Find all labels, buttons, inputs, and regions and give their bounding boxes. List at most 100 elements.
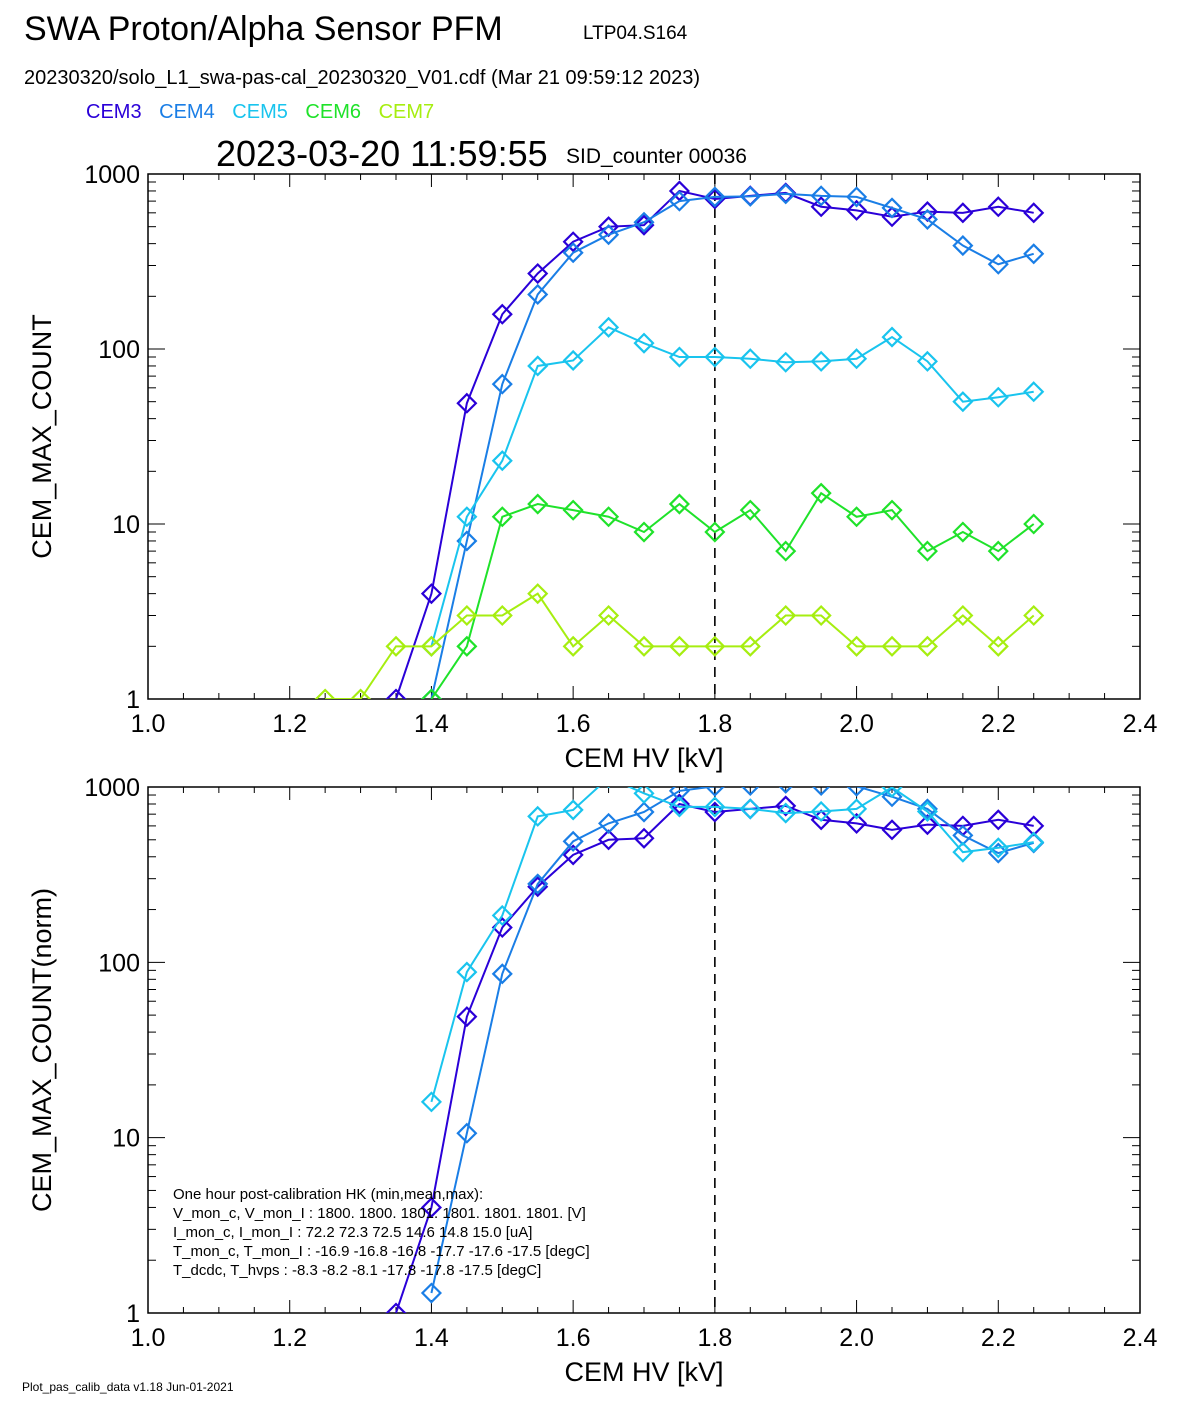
chart-panel-2: 1.0 1.2 1.4 1.6 1.8 2.0 2.2 2.4 1 10 100 1000 CEM HV… [27,774,1157,1387]
series-cem7-point [810,604,832,627]
series-cem7-point [739,635,761,657]
series-cem7-point [987,635,1009,657]
series-cem7-point [668,635,690,657]
series-cem4-point [420,1282,442,1304]
series-cem7-point [562,635,584,657]
y-tick-label: 1 [126,686,140,714]
series-cem4-point [633,211,655,233]
series-cem3-point [633,214,655,236]
series-cem5-point [633,332,655,354]
series-cem3-point [491,303,513,325]
sensor-id-label: LTP04.S164 [583,23,688,44]
series-cem7-point [1023,604,1045,627]
series-cem4-point [741,787,760,797]
series-cem4-point [881,787,903,808]
hk-line-5: T_dcdc, T_hvps : -8.3 -8.2 -8.1 -17.8 -1… [173,1262,541,1279]
sid-counter: SID_counter 00036 [566,145,747,168]
series-cem3-point [668,793,690,815]
y-tick-label: 10 [112,1125,140,1153]
x-tick-label: 1.2 [272,1324,307,1352]
series-cem5-point [704,346,726,368]
series-cem5-line [430,787,1034,1103]
series-cem3-point [456,392,478,414]
series-cem6-point [420,688,442,699]
y-tick-label: 1000 [84,161,140,189]
y-axis-label: CEM_MAX_COUNT(norm) [27,888,57,1212]
x-tick-label: 1.0 [131,710,166,738]
series-cem6-point [704,521,726,543]
y-tick-label: 100 [98,336,140,364]
series-cem5-point [527,805,549,827]
series-cem4-point [812,787,831,797]
y-axis-label: CEM_MAX_COUNT [27,314,57,559]
hk-line-3: I_mon_c, I_mon_I : 72.2 72.3 72.5 14.6 1… [173,1224,532,1241]
series-cem3-line [395,802,1034,1313]
series-cem4-point [1023,243,1045,265]
legend-entry-cem6: CEM6 [305,101,361,123]
x-axis-label: CEM HV [kV] [564,1357,723,1387]
series-cem6-line [430,491,1035,699]
legend-entry-cem5: CEM5 [232,101,288,123]
series-cem4-point [846,186,868,208]
series-cem5-point [739,348,761,370]
series-cem4-point [881,197,903,219]
series-cem4-point [456,1122,478,1144]
series-cem4-point [810,185,832,207]
series-cem3-point [987,809,1009,831]
series-cem7-point [775,604,797,627]
series-cem3-point [562,844,584,866]
series-cem6-point [456,635,478,657]
x-tick-label: 2.4 [1123,710,1158,738]
series-cem3-point [775,795,797,817]
series-cem5-point [527,355,549,377]
series-cem5-point [739,798,761,820]
series-cem5-point [775,802,797,824]
series-cem5-point [1023,831,1045,853]
series-cem5-point [704,796,726,818]
series-cem5-point [775,351,797,373]
series-cem6-point [952,521,974,543]
series-cem5-point [881,326,903,348]
timestamp: 2023-03-20 11:59:55 [216,133,548,174]
series-cem5-point [668,346,690,368]
series-cem3-point [881,819,903,841]
hk-line-1: One hour post-calibration HK (min,mean,m… [173,1186,483,1203]
y-tick-label: 100 [98,949,140,977]
x-tick-label: 1.8 [697,710,732,738]
series-cem7-point [420,635,442,657]
series-cem3-point [952,202,974,224]
series-group [385,787,1045,1313]
series-cem7-point [598,604,620,627]
series-cem5-point [810,350,832,372]
series-cem3-point [668,180,690,202]
hk-info-box: One hour post-calibration HK (min,mean,m… [173,1186,590,1279]
series-cem3-point [385,1302,407,1313]
series-cem5-point [633,787,655,804]
series-cem7-point [527,583,549,605]
series-cem5-line [430,326,1034,647]
series-cem5-point [952,391,974,413]
legend-entry-cem3: CEM3 [86,101,142,123]
series-cem6-point [916,540,938,562]
x-tick-label: 1.2 [272,710,307,738]
series-cem6-point [527,493,549,515]
series-cem4-point [598,224,620,246]
series-cem5-point [668,796,690,818]
x-tick-label: 1.6 [556,1324,591,1352]
x-tick-label: 2.0 [839,710,874,738]
series-cem4-point [916,798,938,820]
series-cem5-point [562,349,584,372]
series-cem4-point [705,787,725,797]
series-cem5-point [598,316,620,338]
series-cem6-point [562,499,584,521]
series-cem5-point [420,1091,442,1113]
series-cem7-point [350,688,372,699]
series-cem5-point [456,506,478,528]
series-cem6-point [846,506,868,528]
x-tick-label: 2.2 [981,710,1016,738]
series-cem4-line [430,192,1034,699]
series-cem4-point [491,963,513,985]
series-cem4-point [598,812,620,834]
series-cem3-point [598,829,620,851]
